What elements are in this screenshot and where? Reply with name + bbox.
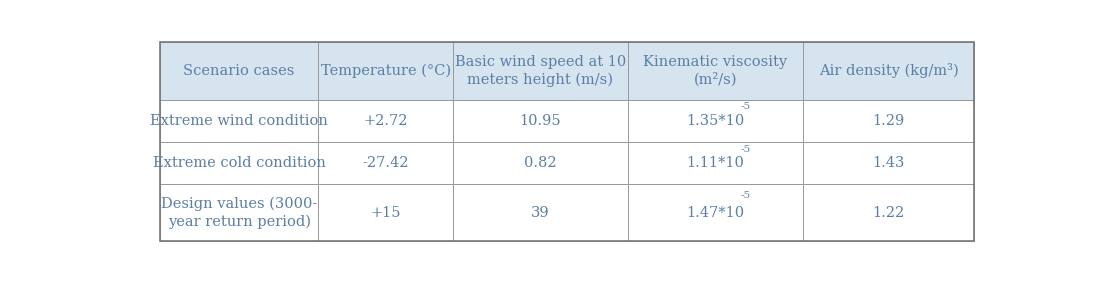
Bar (803, 142, 974, 184)
Text: Design values (3000-
year return period): Design values (3000- year return period) (161, 196, 317, 229)
Bar (628, 42, 803, 99)
Text: Extreme wind condition: Extreme wind condition (150, 114, 328, 128)
Text: 1.22: 1.22 (873, 206, 905, 220)
Bar (628, 142, 803, 184)
Text: Kinematic viscosity
(m²/s): Kinematic viscosity (m²/s) (644, 55, 787, 87)
Text: Basic wind speed at 10
meters height (m/s): Basic wind speed at 10 meters height (m/… (455, 55, 626, 87)
Text: +2.72: +2.72 (364, 114, 408, 128)
Text: -5: -5 (740, 191, 750, 200)
Text: Extreme cold condition: Extreme cold condition (153, 156, 325, 170)
Text: -5: -5 (740, 145, 750, 154)
Text: 0.82: 0.82 (524, 156, 556, 170)
Bar (452, 99, 628, 142)
Text: -5: -5 (740, 102, 750, 111)
Text: Scenario cases: Scenario cases (184, 64, 295, 78)
Bar (159, 142, 319, 184)
Text: Air density (kg/m³): Air density (kg/m³) (818, 64, 958, 78)
Text: 1.47*10: 1.47*10 (687, 206, 744, 220)
Bar (159, 184, 319, 241)
Text: 10.95: 10.95 (520, 114, 561, 128)
Bar (803, 184, 974, 241)
Bar (319, 184, 452, 241)
Text: 1.35*10: 1.35*10 (687, 114, 744, 128)
Bar (159, 42, 319, 99)
Text: 1.43: 1.43 (873, 156, 905, 170)
Text: -27.42: -27.42 (363, 156, 409, 170)
Bar (452, 142, 628, 184)
Bar (319, 142, 452, 184)
Text: +15: +15 (371, 206, 400, 220)
Bar (628, 99, 803, 142)
Bar (319, 99, 452, 142)
Bar (628, 184, 803, 241)
Bar (159, 99, 319, 142)
Text: Temperature (°C): Temperature (°C) (321, 64, 451, 78)
Bar (803, 42, 974, 99)
Text: 39: 39 (531, 206, 550, 220)
Bar (452, 42, 628, 99)
Text: 1.11*10: 1.11*10 (687, 156, 744, 170)
Bar (319, 42, 452, 99)
Text: 1.29: 1.29 (873, 114, 905, 128)
Bar (452, 184, 628, 241)
Bar (803, 99, 974, 142)
